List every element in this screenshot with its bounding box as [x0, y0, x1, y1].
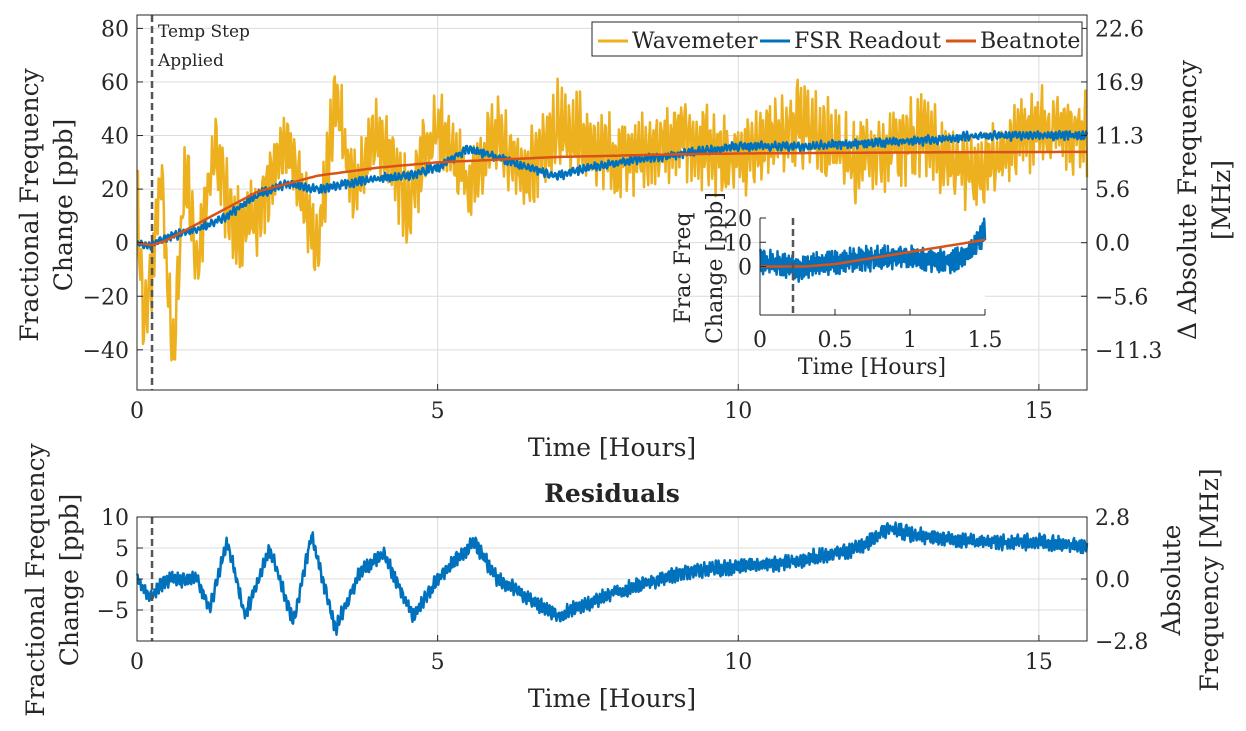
x-tick-label-3: 15: [1025, 650, 1053, 675]
x-tick-label-2: 10: [724, 399, 752, 424]
y-tick-label-6: 80: [101, 17, 129, 42]
residuals-chart: 0 5 10 15 −5 0 5 10 −2.8 0.0 2.8 Residuals Time …: [21, 442, 1224, 716]
main-right-ylabel-line1: Δ Absolute Frequency: [1173, 59, 1202, 340]
annotation-line1: Temp Step: [158, 22, 250, 42]
y-tick-label-0: −40: [83, 339, 129, 364]
main-xlabel: Time [Hours]: [528, 433, 696, 462]
series-wavemeter: [135, 75, 1089, 362]
residuals-y-ticks: −5 0 5 10: [97, 506, 143, 624]
x-tick-label-1: 5: [431, 399, 445, 424]
inset-ylabel-line2: Change [ppb]: [703, 192, 728, 344]
series-beatnote: [759, 238, 986, 268]
residuals-x-ticks: 0 5 10 15: [130, 635, 1053, 675]
y-tick-label-1: 0: [115, 568, 129, 593]
main-right-ticks: −11.3 −5.6 0.0 5.6 11.3 16.9 22.6: [1081, 17, 1162, 364]
main-right-ylabel-line2: [MHz]: [1207, 160, 1236, 240]
legend-beatnote: Beatnote: [980, 29, 1080, 54]
legend-fsr-readout: FSR Readout: [794, 29, 941, 54]
residuals-right-ticks: −2.8 0.0 2.8: [1081, 506, 1148, 655]
y-tick-label-2: 5: [115, 537, 129, 562]
y-tick-label-0: 0: [738, 256, 752, 281]
y-tick-label-0: −5: [97, 599, 129, 624]
x-tick-label-3: 1.5: [968, 328, 1003, 353]
right-tick-label-2: 0.0: [1095, 232, 1130, 257]
y-tick-label-3: 20: [101, 178, 129, 203]
series-residual: [135, 521, 1089, 636]
residuals-right-ylabel-line2: Frequency [MHz]: [1195, 468, 1224, 691]
residuals-series: [135, 521, 1089, 636]
y-tick-label-1: 10: [724, 231, 752, 256]
x-tick-label-3: 15: [1025, 399, 1053, 424]
inset-xlabel: Time [Hours]: [798, 355, 946, 380]
inset-series: [758, 217, 987, 283]
x-tick-label-1: 5: [431, 650, 445, 675]
right-tick-label-0: −2.8: [1095, 630, 1148, 655]
y-tick-label-2: 0: [115, 232, 129, 257]
series-beatnote: [136, 150, 1087, 247]
right-tick-label-1: −5.6: [1095, 285, 1148, 310]
inset-x-ticks: 0 0.5 1 1.5: [753, 309, 1003, 353]
legend-wavemeter: Wavemeter: [632, 29, 758, 54]
residuals-title: Residuals: [544, 479, 680, 508]
main-plot-box: [136, 14, 1088, 391]
annotation-line2: Applied: [157, 51, 224, 71]
residuals-ylabel-line1: Fractional Frequency: [21, 442, 50, 716]
x-tick-label-0: 0: [130, 399, 144, 424]
x-tick-label-1: 0.5: [818, 328, 853, 353]
y-tick-label-3: 10: [101, 506, 129, 531]
y-tick-label-2: 20: [724, 207, 752, 232]
y-tick-label-1: −20: [83, 285, 129, 310]
residuals-xlabel: Time [Hours]: [528, 684, 696, 713]
series-fsr-readout: [136, 129, 1089, 251]
legend-box: [591, 21, 1083, 57]
residuals-ylabel-line2: Change [ppb]: [55, 494, 84, 667]
right-tick-label-1: 0.0: [1095, 568, 1130, 593]
right-tick-label-5: 16.9: [1095, 71, 1144, 96]
x-tick-label-0: 0: [130, 650, 144, 675]
x-tick-label-0: 0: [753, 328, 767, 353]
main-y-ticks: −40 −20 0 20 40 60 80: [83, 17, 143, 364]
right-tick-label-2: 2.8: [1095, 506, 1130, 531]
right-tick-label-4: 11.3: [1095, 125, 1144, 150]
right-tick-label-3: 5.6: [1095, 178, 1130, 203]
x-tick-label-2: 1: [903, 328, 917, 353]
right-tick-label-6: 22.6: [1095, 17, 1144, 42]
legend: Wavemeter FSR Readout Beatnote: [591, 21, 1083, 57]
y-tick-label-4: 40: [101, 125, 129, 150]
main-series: [135, 75, 1089, 362]
main-grid: [136, 15, 1087, 390]
x-tick-label-2: 10: [724, 650, 752, 675]
right-tick-label-0: −11.3: [1095, 339, 1162, 364]
y-tick-label-5: 60: [101, 71, 129, 96]
main-ylabel-line1: Fractional Frequency: [15, 67, 44, 341]
main-x-ticks: 0 5 10 15: [130, 384, 1053, 424]
residuals-right-ylabel-line1: Absolute: [1157, 525, 1186, 637]
main-ylabel-line2: Change [ppb]: [49, 119, 78, 292]
inset-ylabel-line1: Frac Freq: [671, 212, 696, 323]
